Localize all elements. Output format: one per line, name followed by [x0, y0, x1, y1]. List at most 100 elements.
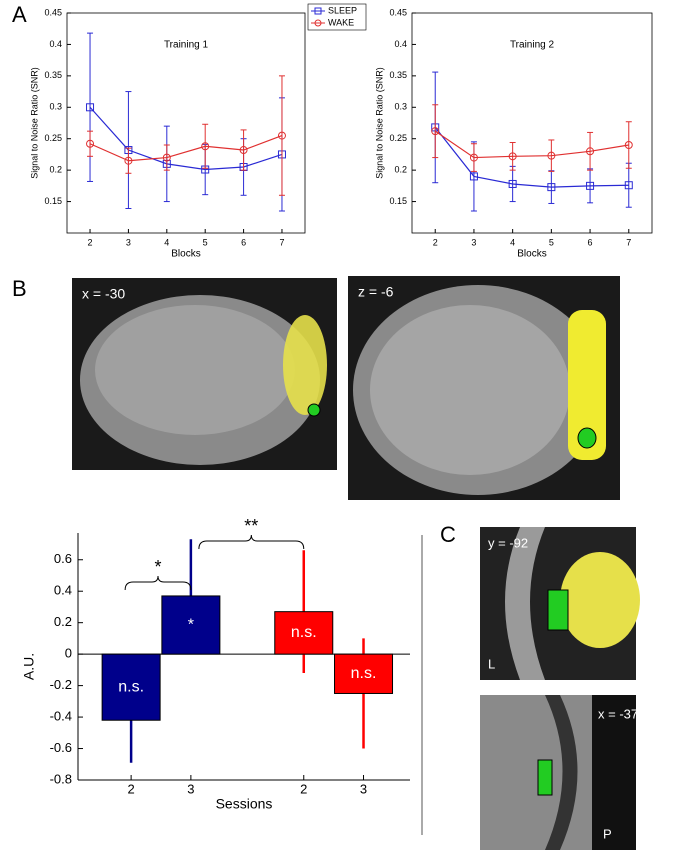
y-tick-label: 0 — [65, 646, 72, 661]
bar-annotation: * — [188, 616, 194, 633]
y-axis-label: A.U. — [21, 653, 37, 680]
marker — [547, 183, 556, 192]
marker — [586, 181, 595, 190]
legend-marker — [314, 19, 322, 27]
series-line — [89, 135, 283, 162]
panel-letter: A — [12, 2, 27, 27]
y-tick-label: -0.4 — [50, 709, 72, 724]
chart-title: Training 2 — [510, 40, 555, 51]
image-label: z = -6 — [358, 284, 394, 300]
marker — [508, 152, 517, 161]
marker — [624, 181, 633, 190]
x-tick-label: 4 — [510, 237, 515, 247]
significance-bracket — [198, 534, 305, 550]
image-label: y = -92 — [488, 535, 528, 550]
legend-label: SLEEP — [328, 5, 357, 15]
y-tick-label: 0.4 — [54, 583, 72, 598]
image-label: x = -30 — [82, 286, 125, 302]
chart-title: Training 1 — [164, 40, 209, 51]
bar — [101, 653, 161, 721]
marker — [86, 103, 95, 112]
marker — [586, 147, 595, 156]
x-tick-label: 4 — [164, 237, 169, 247]
y-tick-label: -0.6 — [50, 740, 72, 755]
x-tick-label: 2 — [433, 237, 438, 247]
x-tick-label: 6 — [241, 237, 246, 247]
x-tick-label: 5 — [203, 237, 208, 247]
x-tick-label: 2 — [128, 781, 135, 796]
brain-sagittal: x = -30 — [72, 278, 337, 470]
y-axis-label: Signal to Noise Ratio (SNR) — [29, 67, 39, 179]
x-axis-label: Blocks — [171, 249, 200, 260]
brain-coronal: y = -92 L — [480, 527, 640, 680]
x-tick-label: 7 — [279, 237, 284, 247]
y-tick-label: 0.25 — [389, 133, 407, 143]
brain-axial: z = -6 — [348, 276, 620, 500]
bar-annotation: n.s. — [118, 678, 144, 695]
series-line — [434, 130, 629, 159]
y-tick-label: 0.2 — [394, 165, 407, 175]
y-tick-label: 0.4 — [394, 39, 407, 49]
series-line — [89, 106, 283, 171]
marker — [86, 139, 95, 148]
x-tick-label: 2 — [300, 781, 307, 796]
marker — [277, 131, 286, 140]
brain-sagittal-small: x = -37 P — [480, 695, 638, 850]
y-tick-label: 0.35 — [44, 70, 62, 80]
legend-label: WAKE — [328, 17, 354, 27]
y-tick-label: -0.2 — [50, 677, 72, 692]
bar — [274, 611, 334, 655]
marker — [624, 141, 633, 149]
y-tick-label: 0.4 — [49, 39, 62, 49]
y-tick-label: 0.45 — [44, 7, 62, 17]
significance-label: ** — [244, 516, 258, 536]
legend-marker — [314, 7, 322, 15]
significance-bracket — [124, 575, 192, 591]
bar-annotation: n.s. — [351, 665, 377, 682]
panel-letter: B — [12, 276, 27, 301]
x-tick-label: 7 — [626, 237, 631, 247]
x-axis-label: Sessions — [216, 796, 273, 812]
marker — [469, 153, 478, 162]
x-axis-label: Blocks — [517, 249, 546, 260]
y-tick-label: 0.2 — [54, 614, 72, 629]
x-tick-label: 5 — [549, 237, 554, 247]
series-line — [434, 127, 629, 188]
marker — [124, 156, 133, 165]
y-tick-label: -0.8 — [50, 771, 72, 786]
y-tick-label: 0.15 — [44, 196, 62, 206]
bar-annotation: n.s. — [291, 624, 317, 641]
x-tick-label: 3 — [471, 237, 476, 247]
y-tick-label: 0.45 — [389, 7, 407, 17]
panel-letter: C — [440, 522, 456, 547]
plot-frame — [66, 12, 306, 234]
x-tick-label: 3 — [187, 781, 194, 796]
image-label: L — [488, 656, 495, 671]
y-axis-label: Signal to Noise Ratio (SNR) — [374, 67, 384, 179]
marker — [508, 179, 517, 188]
marker — [469, 172, 478, 181]
plot-frame — [411, 12, 653, 234]
y-tick-label: 0.2 — [49, 165, 62, 175]
x-tick-label: 3 — [126, 237, 131, 247]
bar — [161, 595, 221, 655]
y-tick-label: 0.3 — [394, 102, 407, 112]
significance-label: * — [154, 557, 161, 577]
y-tick-label: 0.6 — [54, 551, 72, 566]
marker — [162, 153, 171, 162]
x-tick-label: 2 — [88, 237, 93, 247]
y-tick-label: 0.15 — [389, 196, 407, 206]
x-tick-label: 6 — [588, 237, 593, 247]
marker — [547, 151, 556, 160]
image-label: P — [603, 826, 612, 841]
bar — [334, 653, 394, 694]
marker — [239, 146, 248, 155]
marker — [201, 142, 210, 151]
y-tick-label: 0.3 — [49, 102, 62, 112]
marker — [431, 127, 440, 136]
y-tick-label: 0.25 — [44, 133, 62, 143]
x-tick-label: 3 — [360, 781, 367, 796]
image-label: x = -37 — [598, 706, 638, 721]
